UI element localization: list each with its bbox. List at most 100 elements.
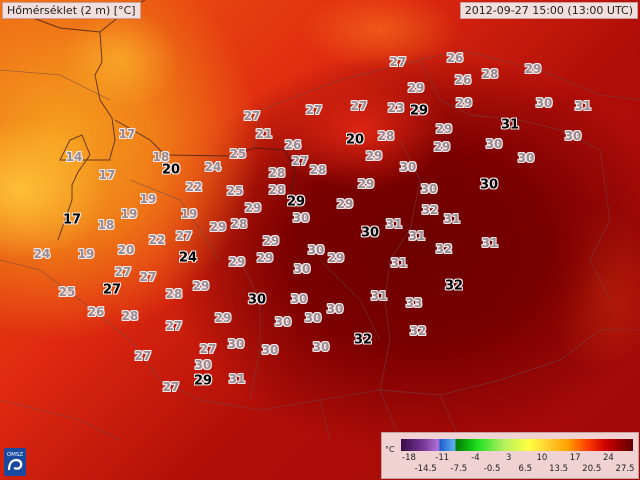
station-temperature-label: 31 — [574, 99, 592, 113]
station-temperature-label: 32 — [353, 332, 373, 348]
station-temperature-label: 30 — [479, 177, 499, 193]
station-temperature-label: 29 — [244, 201, 262, 215]
station-temperature-label: 27 — [243, 109, 261, 123]
station-temperature-label: 19 — [180, 207, 198, 221]
station-temperature-label: 30 — [312, 340, 330, 354]
station-temperature-label: 26 — [454, 73, 472, 87]
station-temperature-label: 28 — [377, 129, 395, 143]
station-temperature-label: 27 — [162, 380, 180, 394]
station-temperature-label: 29 — [214, 311, 232, 325]
station-temperature-label: 27 — [139, 270, 157, 284]
station-temperature-label: 30 — [227, 337, 245, 351]
station-temperature-label: 24 — [204, 160, 222, 174]
station-temperature-label: 29 — [433, 140, 451, 154]
station-temperature-label: 29 — [262, 234, 280, 248]
station-temperature-label: 25 — [229, 147, 247, 161]
legend-tick-label: 10 — [536, 453, 548, 463]
legend-tick-label: -18 — [402, 453, 416, 463]
station-temperature-label: 28 — [165, 287, 183, 301]
station-temperature-label: 30 — [485, 137, 503, 151]
legend-tick-label: 27.5 — [615, 464, 635, 474]
station-temperature-label: 28 — [309, 163, 327, 177]
legend-colorbar — [401, 439, 633, 451]
color-legend: °C -18 -14.5 -11 -7.5 -4 -0.5 3 6.5 10 13.5 17 20.5… — [381, 432, 639, 479]
station-temperature-label: 20 — [117, 243, 135, 257]
station-temperature-label: 30 — [564, 129, 582, 143]
station-temperature-label: 27 — [199, 342, 217, 356]
station-temperature-label: 32 — [444, 278, 464, 294]
station-temperature-label: 30 — [247, 292, 267, 308]
station-temperature-label: 19 — [120, 207, 138, 221]
station-temperature-label: 24 — [33, 247, 51, 261]
station-temperature-label: 32 — [409, 324, 427, 338]
station-temperature-label: 29 — [327, 251, 345, 265]
station-temperature-label: 29 — [286, 194, 306, 210]
station-temperature-label: 30 — [194, 358, 212, 372]
station-temperature-label: 30 — [535, 96, 553, 110]
station-temperature-label: 17 — [98, 168, 116, 182]
station-temperature-label: 29 — [192, 279, 210, 293]
station-temperature-label: 31 — [228, 372, 246, 386]
station-temperature-label: 28 — [121, 309, 139, 323]
station-temperature-label: 29 — [357, 177, 375, 191]
station-temperature-label: 31 — [443, 212, 461, 226]
station-temperature-label: 20 — [345, 132, 365, 148]
station-temperature-label: 29 — [256, 251, 274, 265]
station-temperature-label: 27 — [389, 55, 407, 69]
station-temperature-label: 22 — [148, 233, 166, 247]
legend-tick-label: -0.5 — [483, 464, 501, 474]
station-temperature-label: 30 — [304, 311, 322, 325]
station-temperature-label: 29 — [524, 62, 542, 76]
station-temperature-label: 30 — [292, 211, 310, 225]
station-temperature-label: 25 — [58, 285, 76, 299]
station-temperature-label: 30 — [399, 160, 417, 174]
station-temperature-label: 14 — [65, 150, 83, 164]
station-temperature-label: 21 — [255, 127, 273, 141]
station-temperature-label: 28 — [268, 166, 286, 180]
station-temperature-label: 20 — [161, 162, 181, 178]
station-temperature-label: 27 — [134, 349, 152, 363]
station-temperature-label: 17 — [62, 212, 82, 228]
station-temperature-label: 26 — [284, 138, 302, 152]
station-temperature-label: 30 — [293, 262, 311, 276]
station-temperature-label: 18 — [97, 218, 115, 232]
station-temperature-label: 30 — [326, 302, 344, 316]
station-temperature-label: 30 — [307, 243, 325, 257]
legend-tick-label: -7.5 — [450, 464, 468, 474]
station-temperature-label: 29 — [407, 81, 425, 95]
station-temperature-label: 19 — [77, 247, 95, 261]
station-temperature-label: 26 — [446, 51, 464, 65]
station-temperature-label: 27 — [114, 265, 132, 279]
station-temperature-label: 17 — [118, 127, 136, 141]
station-temperature-label: 29 — [228, 255, 246, 269]
legend-tick-label: 20.5 — [582, 464, 602, 474]
legend-tick-label: 24 — [602, 453, 614, 463]
station-temperature-label: 30 — [261, 343, 279, 357]
station-temperature-label: 27 — [175, 229, 193, 243]
legend-tick-label: 13.5 — [549, 464, 568, 474]
station-temperature-label: 18 — [152, 150, 170, 164]
station-temperature-label: 31 — [385, 217, 403, 231]
station-temperature-label: 28 — [230, 217, 248, 231]
station-temperature-label: 32 — [435, 242, 453, 256]
station-temperature-label: 30 — [420, 182, 438, 196]
station-temperature-label: 30 — [360, 225, 380, 241]
timestamp-label: 2012-09-27 15:00 (13:00 UTC) — [459, 2, 638, 19]
station-temperature-label: 28 — [268, 183, 286, 197]
legend-tick-label: 6.5 — [518, 464, 533, 474]
station-temperature-label: 31 — [408, 229, 426, 243]
station-temperature-label: 31 — [390, 256, 408, 270]
station-temperature-label: 31 — [481, 236, 499, 250]
legend-tick-label: 17 — [569, 453, 581, 463]
station-temperature-label: 26 — [87, 305, 105, 319]
legend-ticks: -18 -14.5 -11 -7.5 -4 -0.5 3 6.5 10 13.5 17 20.5 24 2… — [401, 452, 635, 476]
station-temperature-label: 22 — [185, 180, 203, 194]
map-title: Hőmérséklet (2 m) [°C] — [2, 2, 141, 19]
station-temperature-label: 27 — [350, 99, 368, 113]
legend-tick-label: 3 — [505, 453, 512, 463]
station-temperature-label: 27 — [305, 103, 323, 117]
station-temperature-label: 27 — [102, 282, 122, 298]
station-temperature-label: 29 — [336, 197, 354, 211]
station-temperature-label: 24 — [178, 250, 198, 266]
